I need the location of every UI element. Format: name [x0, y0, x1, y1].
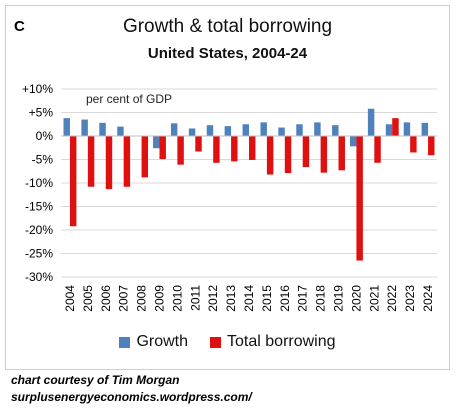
bar-total-borrowing	[266, 136, 274, 175]
bar-growth	[314, 122, 321, 136]
chart-frame	[5, 5, 450, 370]
bar-growth	[242, 124, 249, 136]
bar-growth	[385, 124, 393, 136]
bar-total-borrowing	[213, 136, 220, 163]
bar-total-borrowing	[195, 136, 202, 152]
bar-growth	[349, 136, 357, 147]
bar-total-borrowing	[302, 136, 310, 168]
legend-item-growth: Growth	[119, 333, 188, 351]
legend-swatch-borrowing	[210, 336, 222, 348]
bar-total-borrowing	[159, 136, 166, 160]
bar-growth	[332, 125, 339, 136]
x-tick-label: 2016	[278, 285, 292, 312]
chart-legend: Growth Total borrowing	[0, 333, 455, 351]
x-tick-label: 2010	[170, 285, 184, 312]
x-tick-label: 2006	[99, 285, 113, 312]
chart-subtitle: United States, 2004-24	[147, 45, 308, 62]
x-tick-label: 2012	[206, 285, 220, 312]
credit-author: chart courtesy of Tim Morgan	[11, 373, 180, 387]
bar-total-borrowing	[284, 136, 292, 174]
bar-growth	[224, 126, 232, 136]
x-tick-label: 2020	[349, 285, 363, 312]
bar-growth	[170, 123, 178, 136]
x-tick-label: 2015	[260, 285, 274, 312]
x-tick-label: 2014	[242, 285, 256, 312]
bar-total-borrowing	[87, 136, 95, 187]
bar-growth	[63, 118, 70, 136]
bar-growth	[278, 127, 285, 136]
chart-title: Growth & total borrowing	[122, 16, 333, 37]
x-tick-label: 2024	[421, 285, 435, 312]
legend-swatch-growth	[119, 336, 131, 348]
x-tick-label: 2018	[314, 285, 328, 312]
y-tick-label: -25%	[25, 247, 53, 261]
bar-total-borrowing	[69, 136, 77, 227]
bar-growth	[117, 126, 124, 136]
bar-growth	[367, 108, 375, 136]
x-tick-label: 2009	[152, 285, 166, 312]
x-tick-label: 2007	[117, 285, 131, 312]
y-tick-label: -15%	[25, 200, 53, 214]
x-tick-label: 2004	[63, 285, 77, 312]
x-tick-label: 2019	[332, 285, 346, 312]
x-tick-label: 2005	[81, 285, 95, 312]
x-tick-label: 2021	[367, 285, 381, 312]
x-tick-label: 2023	[403, 285, 417, 312]
bar-growth	[153, 136, 160, 149]
legend-label-borrowing: Total borrowing	[227, 333, 336, 350]
bar-total-borrowing	[123, 136, 131, 187]
y-tick-label: +10%	[22, 82, 53, 96]
bar-growth	[421, 122, 429, 136]
panel-letter: C	[14, 18, 25, 35]
y-tick-label: -10%	[25, 176, 53, 190]
bar-total-borrowing	[356, 136, 363, 261]
bar-growth	[188, 128, 196, 136]
bar-total-borrowing	[410, 136, 417, 153]
x-tick-label: 2022	[385, 285, 399, 312]
y-tick-label: -5%	[32, 153, 54, 167]
bar-total-borrowing	[374, 136, 381, 163]
bar-total-borrowing	[141, 136, 149, 178]
bar-total-borrowing	[105, 136, 113, 190]
bar-growth	[81, 119, 88, 136]
y-tick-label: -30%	[25, 270, 53, 284]
bar-total-borrowing	[428, 136, 435, 156]
bar-growth	[99, 122, 106, 136]
y-tick-label: -20%	[25, 223, 53, 237]
x-tick-label: 2017	[296, 285, 310, 312]
legend-item-borrowing: Total borrowing	[210, 333, 336, 351]
bar-growth	[260, 122, 267, 136]
bar-growth	[206, 125, 214, 136]
x-tick-label: 2013	[224, 285, 238, 312]
bar-growth	[403, 122, 411, 136]
x-tick-label: 2008	[135, 285, 149, 312]
legend-label-growth: Growth	[136, 333, 189, 350]
bar-total-borrowing	[392, 118, 399, 136]
y-tick-label: +5%	[29, 106, 54, 120]
y-tick-label: 0%	[36, 129, 54, 143]
bar-total-borrowing	[231, 136, 238, 162]
unit-annotation: per cent of GDP	[86, 92, 173, 106]
bar-total-borrowing	[177, 136, 184, 165]
bar-growth	[296, 124, 303, 136]
bar-total-borrowing	[249, 136, 256, 160]
bar-total-borrowing	[338, 136, 345, 171]
credit-url: surplusenergyeconomics.wordpress.com/	[11, 390, 252, 404]
bar-total-borrowing	[320, 136, 328, 173]
x-tick-label: 2011	[188, 285, 202, 311]
